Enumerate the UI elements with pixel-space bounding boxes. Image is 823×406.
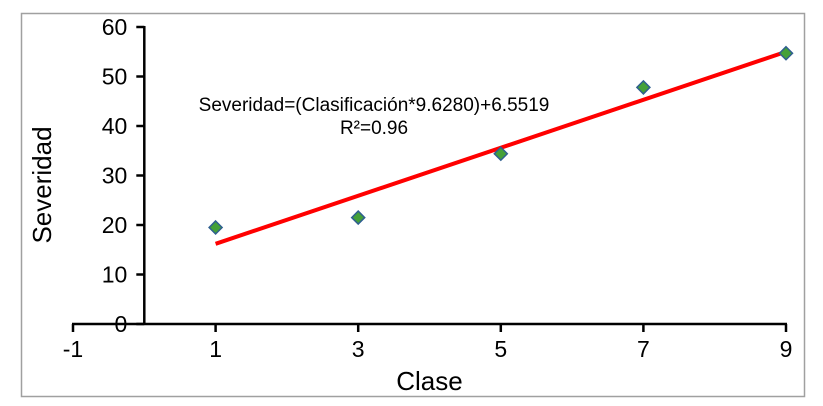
y-tick-label: 20 bbox=[102, 212, 128, 238]
data-point bbox=[350, 210, 366, 226]
data-point bbox=[778, 45, 794, 61]
y-tick-label: 0 bbox=[115, 311, 128, 337]
y-tick-label: 40 bbox=[102, 113, 128, 139]
plot-frame-border bbox=[20, 12, 806, 398]
x-tick-label: 5 bbox=[494, 336, 507, 362]
x-tick-label: -1 bbox=[63, 336, 83, 362]
data-point bbox=[208, 219, 224, 236]
y-tick-label: 50 bbox=[102, 64, 128, 90]
y-tick-label: 60 bbox=[102, 14, 128, 40]
y-tick-label: 30 bbox=[102, 163, 128, 189]
x-tick-label: 3 bbox=[352, 336, 365, 362]
y-tick-label: 10 bbox=[102, 262, 128, 288]
regression-equation-label: Severidad=(Clasificación*9.6280)+6.5519 bbox=[199, 95, 550, 116]
data-point bbox=[493, 146, 509, 162]
x-axis-title: Clase bbox=[396, 366, 462, 396]
x-tick-label: 7 bbox=[637, 336, 650, 362]
data-point bbox=[635, 79, 651, 95]
x-tick-label: 1 bbox=[209, 336, 222, 362]
y-axis-title: Severidad bbox=[27, 126, 57, 243]
r-squared-label: R²=0.96 bbox=[340, 118, 408, 139]
x-tick-label: 9 bbox=[780, 336, 793, 362]
